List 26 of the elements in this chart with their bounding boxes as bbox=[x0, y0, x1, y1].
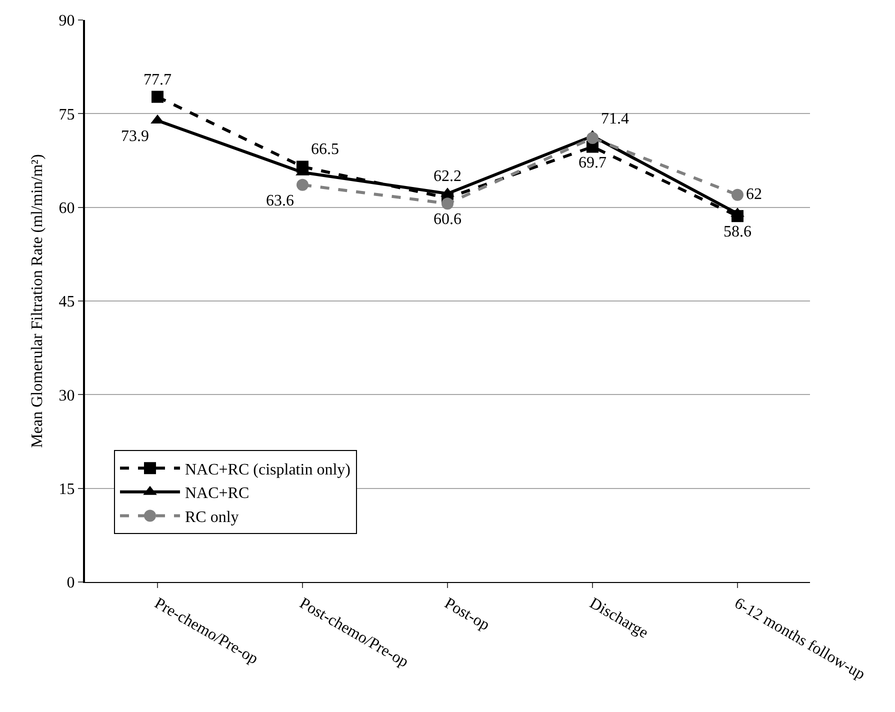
y-tick-label: 90 bbox=[58, 12, 75, 30]
y-tick-label: 30 bbox=[58, 387, 75, 404]
data-label: 71.4 bbox=[601, 110, 629, 128]
data-label: 66.5 bbox=[311, 141, 339, 158]
y-tick-label: 60 bbox=[58, 200, 75, 217]
point bbox=[586, 132, 598, 144]
data-label: 62.2 bbox=[434, 168, 462, 186]
y-tick-label: 15 bbox=[58, 480, 75, 498]
data-label: 77.7 bbox=[144, 71, 172, 88]
point bbox=[732, 188, 744, 201]
data-label: 62 bbox=[746, 186, 762, 203]
data-label: 73.9 bbox=[121, 128, 149, 146]
y-tick-label: 75 bbox=[58, 106, 75, 124]
point bbox=[152, 90, 164, 103]
y-tick-label: 45 bbox=[58, 294, 75, 311]
data-label: 60.6 bbox=[434, 211, 462, 228]
legend-label: NAC+RC (cisplatin only) bbox=[185, 461, 350, 478]
legend-label: NAC+RC bbox=[185, 485, 250, 502]
point bbox=[296, 178, 308, 191]
data-label: 69.7 bbox=[578, 154, 606, 172]
legend-label: RC only bbox=[185, 508, 239, 526]
y-axis-title: Mean Glomerular Filtration Rate (ml/min/m²) bbox=[29, 154, 46, 448]
data-label: 63.6 bbox=[266, 192, 294, 210]
point bbox=[442, 198, 454, 210]
y-tick-label: 0 bbox=[66, 574, 75, 592]
data-label: 58.6 bbox=[724, 224, 752, 241]
